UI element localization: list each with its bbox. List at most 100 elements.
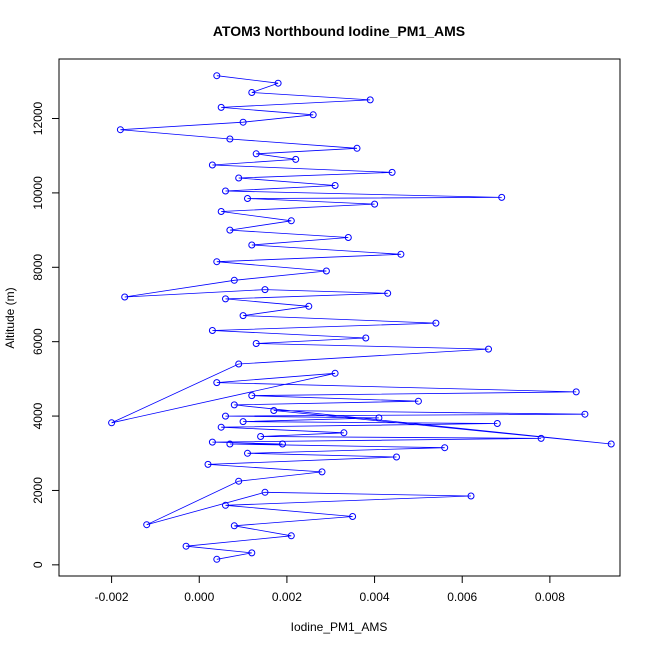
data-point [208, 438, 216, 446]
data-point [252, 340, 260, 347]
data-point [581, 410, 589, 418]
data-point [217, 208, 225, 215]
data-point [235, 174, 243, 182]
data-point [305, 302, 313, 310]
data-point [239, 418, 247, 426]
data-point [217, 423, 225, 431]
data-point [432, 319, 440, 327]
data-point [230, 401, 238, 409]
data-point [230, 276, 238, 284]
x-tick-label: 0.002 [272, 590, 302, 604]
data-point [371, 200, 379, 208]
data-point [414, 397, 422, 405]
y-tick-label: 8000 [31, 254, 45, 281]
data-point [252, 150, 260, 158]
data-point [292, 155, 300, 163]
data-point [244, 449, 251, 457]
y-tick-label: 10000 [31, 176, 45, 210]
data-point [213, 258, 221, 266]
y-tick-label: 6000 [31, 328, 45, 355]
data-point [143, 521, 151, 529]
data-point [287, 532, 295, 540]
x-axis-label: Iodine_PM1_AMS [291, 620, 388, 634]
data-point [257, 433, 265, 440]
data-point [393, 453, 400, 461]
data-point [270, 407, 278, 414]
data-point [397, 250, 405, 258]
data-point [116, 126, 124, 134]
data-point [248, 89, 256, 96]
data-point [331, 182, 339, 189]
data-point [322, 267, 330, 275]
data-point [366, 96, 374, 104]
data-point [607, 440, 615, 448]
data-point [340, 429, 348, 437]
data-point [230, 522, 238, 530]
data-point [274, 79, 282, 87]
y-tick-label: 2000 [31, 477, 45, 504]
data-point [441, 444, 449, 452]
y-tick-label: 4000 [31, 402, 45, 429]
plot-frame [58, 58, 621, 577]
y-tick-label: 0 [31, 561, 45, 568]
x-tick-label: 0.008 [535, 590, 565, 604]
data-point [309, 111, 317, 119]
x-tick-label: 0.006 [447, 590, 477, 604]
data-point [213, 555, 221, 563]
data-point [261, 286, 269, 294]
data-point [204, 460, 212, 468]
data-point [226, 440, 234, 448]
series-line [111, 75, 612, 560]
data-point [467, 492, 475, 500]
x-tick-label: 0.000 [184, 590, 214, 604]
data-point [349, 513, 357, 520]
data-point [261, 488, 269, 496]
y-axis: 0 2000 4000 6000 8000 10000 12000 [31, 102, 60, 568]
chart-title: ATOM3 Northbound Iodine_PM1_AMS [213, 23, 465, 39]
data-point [222, 501, 229, 509]
y-axis-label: Altitude (m) [3, 287, 17, 348]
data-point [222, 412, 229, 420]
data-point [208, 327, 216, 334]
data-point [217, 103, 225, 111]
data-point [537, 434, 545, 442]
data-point [222, 187, 229, 195]
data-point [384, 289, 392, 297]
data-point [222, 295, 229, 303]
data-point [353, 144, 361, 152]
data-point [248, 392, 256, 400]
data-point [279, 440, 286, 448]
data-point [388, 168, 396, 176]
data-point [248, 241, 256, 249]
data-point [182, 542, 190, 550]
data-point [244, 195, 251, 202]
data-point [208, 161, 216, 169]
y-tick-label: 12000 [31, 102, 45, 136]
data-point [572, 388, 580, 396]
data-point [239, 312, 247, 320]
data-point [248, 549, 256, 557]
data-point [213, 379, 221, 387]
data-point [485, 345, 492, 353]
data-point [344, 234, 352, 241]
data-point [318, 468, 326, 476]
data-point [375, 414, 383, 422]
x-axis: -0.002 0.000 0.002 0.004 0.006 0.008 [95, 575, 565, 604]
data-point [498, 193, 506, 201]
data-point [287, 217, 295, 225]
data-point [493, 420, 501, 427]
x-tick-label: -0.002 [95, 590, 129, 604]
data-point [121, 293, 129, 301]
data-point [226, 226, 234, 234]
data-layer [108, 72, 615, 563]
data-point [239, 118, 247, 126]
data-point [226, 135, 234, 143]
data-point [235, 360, 243, 368]
data-point [331, 369, 339, 377]
data-point [108, 419, 116, 427]
x-tick-label: 0.004 [360, 590, 390, 604]
data-point [213, 72, 221, 80]
data-point [235, 477, 243, 485]
data-point [362, 334, 370, 342]
